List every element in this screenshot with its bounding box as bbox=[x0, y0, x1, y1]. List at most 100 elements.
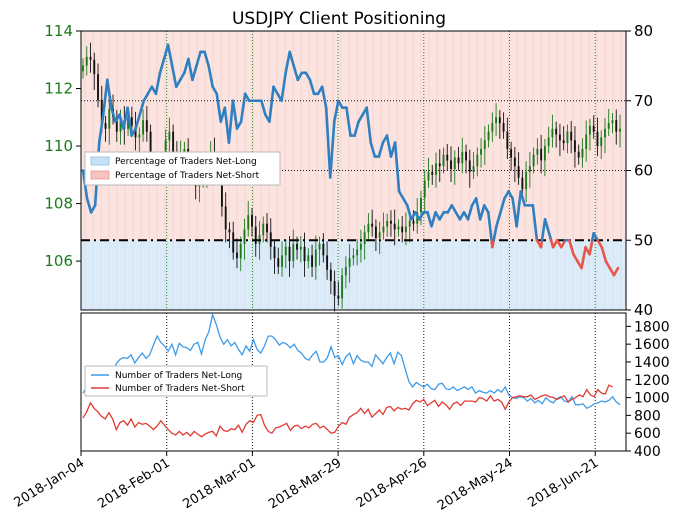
price-tick-label: 114 bbox=[44, 22, 73, 40]
candle-body bbox=[281, 255, 283, 267]
x-tick-label: 2018-Jun-21 bbox=[525, 456, 601, 511]
candle-body bbox=[487, 131, 490, 141]
percent-line-segment bbox=[604, 259, 612, 270]
percent-line-segment bbox=[154, 71, 162, 96]
candle-body bbox=[374, 226, 377, 239]
percent-line-segment bbox=[474, 197, 482, 221]
percent-line-segment bbox=[142, 92, 150, 103]
x-tick-label: 2018-Mar-29 bbox=[266, 456, 344, 513]
percent-line-segment bbox=[178, 71, 186, 82]
percent-line-segment bbox=[588, 238, 594, 256]
percent-line-segment bbox=[260, 99, 267, 116]
legend-swatch-net-short bbox=[90, 170, 110, 180]
percent-line-segment bbox=[369, 141, 377, 158]
traders-tick-label: 800 bbox=[634, 408, 661, 424]
candle-body bbox=[119, 120, 122, 132]
traders-net-long-line bbox=[82, 312, 621, 410]
candle-body bbox=[82, 65, 84, 72]
percent-line-segment bbox=[540, 218, 547, 242]
candle-body bbox=[461, 151, 464, 164]
candle-body bbox=[266, 223, 268, 233]
candle-body bbox=[149, 131, 152, 167]
candle-body bbox=[228, 229, 231, 233]
candle-body bbox=[600, 137, 603, 147]
legend-label-net-long: Percentage of Traders Net-Long bbox=[115, 157, 257, 167]
candle-body bbox=[604, 128, 606, 138]
percent-line-segment bbox=[377, 141, 385, 158]
percent-line-segment bbox=[430, 211, 437, 228]
candle-body bbox=[104, 123, 107, 129]
candle-body bbox=[145, 120, 148, 132]
percent-line-segment bbox=[89, 204, 97, 214]
candle-body bbox=[570, 131, 573, 141]
percent-tick-label: 70 bbox=[634, 92, 653, 110]
candle-body bbox=[438, 163, 441, 167]
percent-line-segment bbox=[385, 134, 393, 158]
candle-body bbox=[378, 232, 381, 239]
percent-line-segment bbox=[101, 78, 109, 116]
candle-body bbox=[172, 131, 175, 152]
candle-body bbox=[93, 59, 96, 75]
legend-label-net-short: Percentage of Traders Net-Short bbox=[115, 171, 260, 181]
top-legend-box bbox=[84, 151, 281, 186]
candle-body bbox=[528, 166, 531, 172]
percent-line-segment bbox=[227, 99, 235, 144]
candle-body bbox=[480, 148, 483, 155]
percent-line-segment bbox=[357, 113, 364, 123]
candle-body bbox=[337, 295, 340, 299]
percent-line-segment bbox=[466, 204, 474, 221]
traders-tick-label: 1000 bbox=[634, 391, 670, 407]
traders-tick-label: 400 bbox=[634, 444, 661, 460]
percent-line-segment bbox=[304, 71, 312, 82]
percent-line-segment bbox=[580, 245, 587, 270]
percent-line-segment bbox=[288, 50, 296, 68]
percent-line-segment bbox=[405, 204, 413, 221]
candle-body bbox=[382, 226, 385, 233]
legend-label-traders-long: Number of Traders Net-Long bbox=[115, 371, 242, 381]
percent-line-segment bbox=[492, 225, 498, 242]
candle-body bbox=[97, 74, 99, 101]
bottom-panel-frame bbox=[80, 312, 627, 452]
x-tick-label: 2018-Mar-01 bbox=[180, 456, 258, 513]
price-tick-label: 108 bbox=[44, 195, 73, 213]
percent-line-segment bbox=[134, 113, 142, 130]
candle-body bbox=[341, 275, 344, 299]
candle-body bbox=[236, 252, 238, 259]
candle-body bbox=[521, 177, 524, 190]
candle-body bbox=[405, 226, 407, 233]
candle-body bbox=[127, 117, 130, 129]
candle-body bbox=[254, 226, 257, 244]
candle-body bbox=[220, 177, 223, 207]
candle-body bbox=[510, 148, 513, 158]
percent-line-segment bbox=[284, 50, 292, 75]
candle-body bbox=[420, 197, 422, 213]
candle-body bbox=[589, 125, 591, 135]
traders-tick-label: 1200 bbox=[634, 373, 670, 389]
candle-body bbox=[450, 160, 452, 170]
candle-body bbox=[555, 128, 558, 135]
candle-body bbox=[322, 243, 325, 256]
candle-body bbox=[288, 246, 291, 262]
candle-body bbox=[311, 255, 314, 267]
percent-line-segment bbox=[397, 190, 405, 200]
bottom-legend-box bbox=[84, 365, 268, 397]
candle-body bbox=[243, 229, 246, 244]
candle-body bbox=[472, 166, 475, 172]
percent-line-segment bbox=[572, 252, 579, 263]
candle-body bbox=[251, 215, 253, 227]
percent-line-segment bbox=[487, 211, 493, 242]
x-axis: 2018-Jan-04 2018-Feb-01 2018-Mar-01 2018-Ma… bbox=[12, 451, 601, 514]
candle-body bbox=[540, 148, 543, 161]
candle-body bbox=[307, 255, 310, 262]
candle-body bbox=[502, 123, 505, 132]
candle-body bbox=[573, 140, 576, 152]
percent-line-segment bbox=[97, 113, 105, 144]
percent-line-segment bbox=[568, 238, 575, 256]
candle-body bbox=[577, 151, 580, 158]
x-tick-label: 2018-May-24 bbox=[435, 456, 516, 514]
percent-line-segment bbox=[130, 127, 137, 137]
candle-body bbox=[329, 269, 332, 282]
traders-tick-label: 1800 bbox=[634, 319, 670, 335]
